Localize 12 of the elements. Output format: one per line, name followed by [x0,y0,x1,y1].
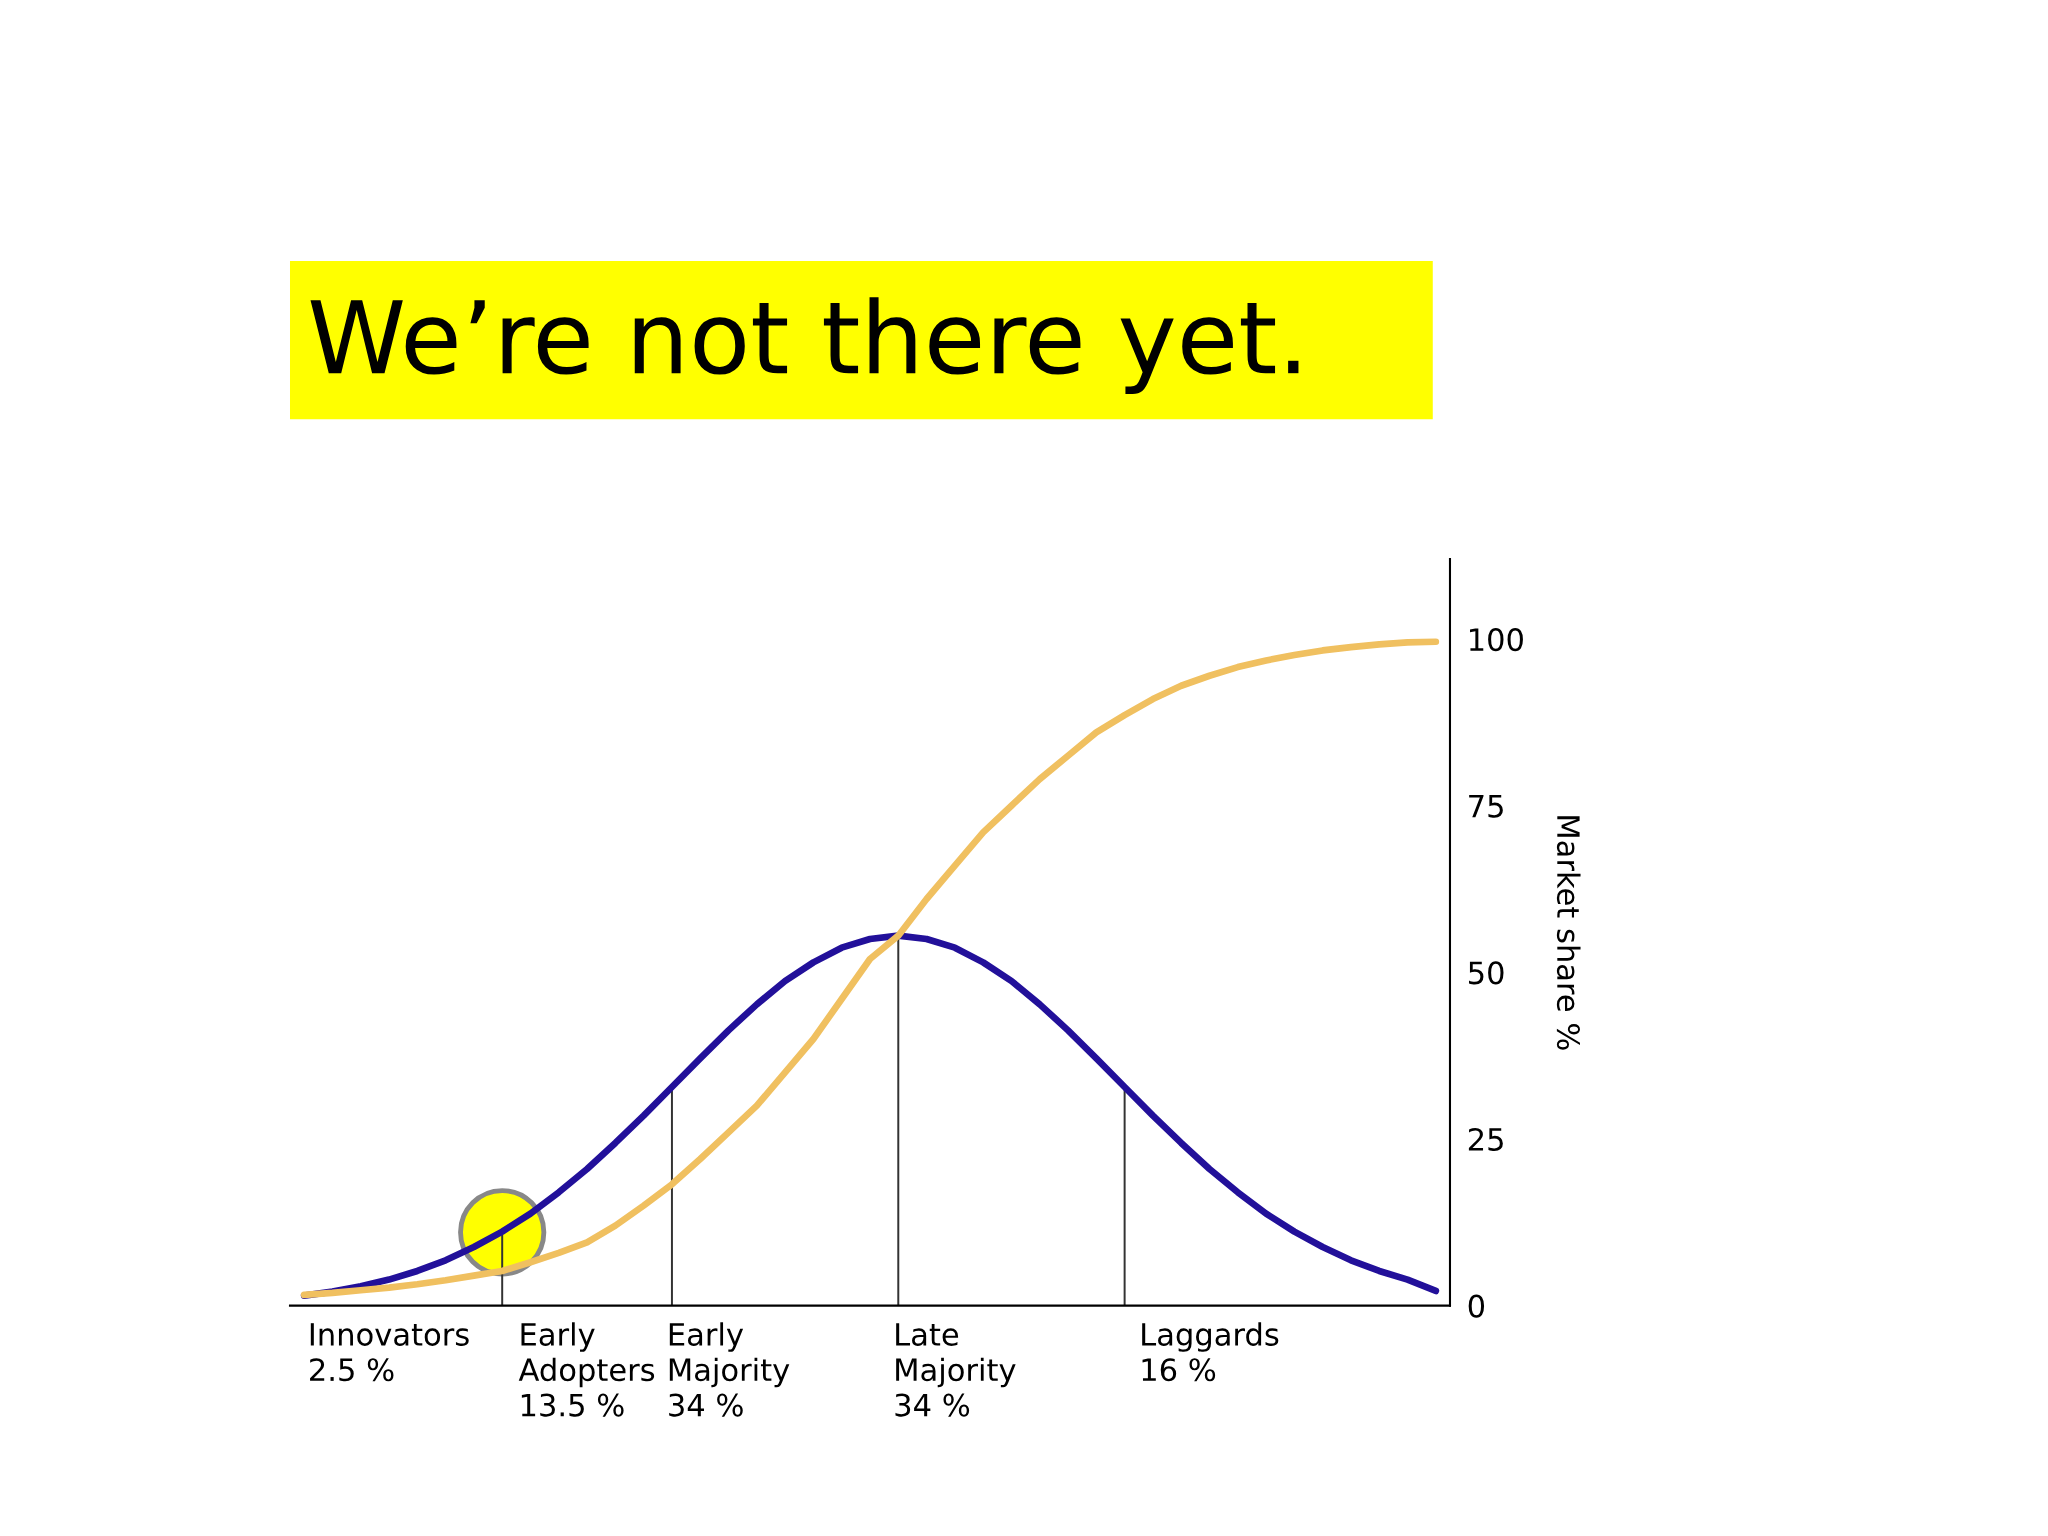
x-tick-label: Early Majority 34 % [669,1322,790,1417]
chart-title: We’re not there yet. [310,297,1299,394]
y-tick-label: 75 [1469,795,1503,818]
x-tick-label: Innovators 2.5 % [310,1323,469,1382]
y-axis-title: Market share % [1556,816,1581,1050]
y-tick-label: 100 [1470,628,1523,652]
x-tick-label: Late Majority 34 % [895,1323,1016,1417]
x-tick-label: Laggards 16 % [1142,1322,1279,1382]
y-tick-label: 0 [1468,1294,1485,1318]
y-tick-label: 25 [1468,1127,1503,1152]
x-tick-label: Early Adopters 13.5 % [518,1322,655,1417]
y-tick-label: 50 [1469,961,1504,985]
